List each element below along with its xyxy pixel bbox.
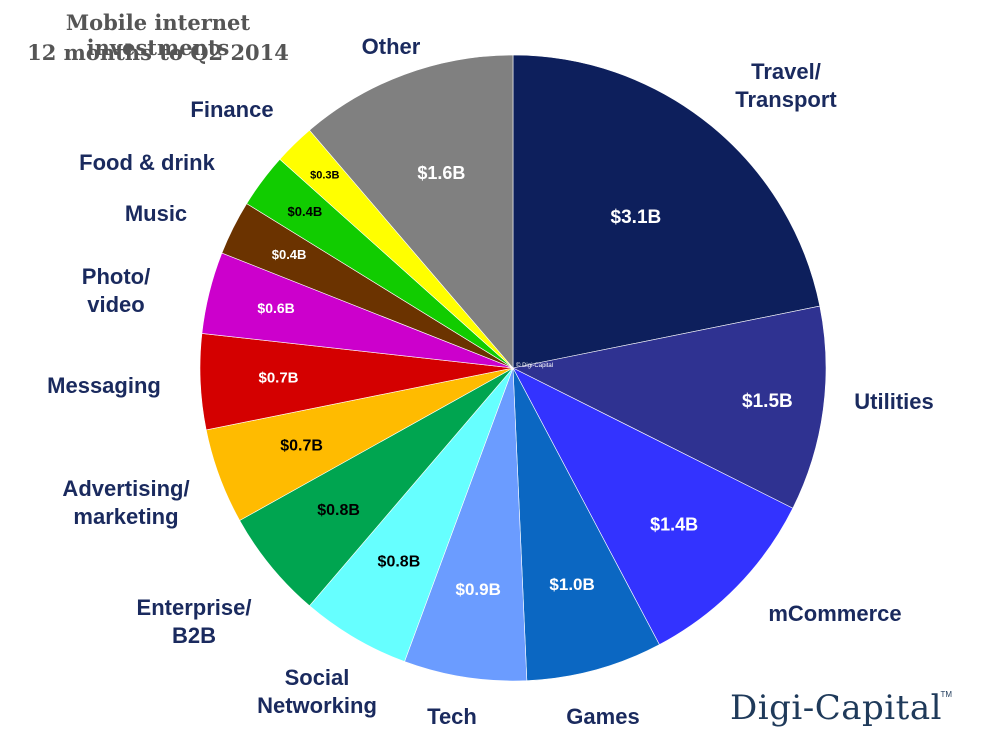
value-label-other: $1.6B xyxy=(417,163,465,183)
category-label-music: Music xyxy=(124,201,188,226)
category-label-food-drink: Food & drink xyxy=(79,150,215,175)
category-label-finance: Finance xyxy=(190,97,274,122)
pie-slice-travel-transport xyxy=(512,54,821,369)
category-label-utilities: Utilities xyxy=(854,389,934,414)
value-label-food-drink: $0.4B xyxy=(288,204,323,219)
category-label-mcommerce: mCommerce xyxy=(768,601,902,626)
pie-slice-mcommerce xyxy=(512,367,794,646)
value-label-finance: $0.3B xyxy=(310,170,339,182)
pie-slice-utilities xyxy=(512,305,827,509)
value-label-travel-transport: $3.1B xyxy=(611,207,662,228)
digi-capital-logo: Digi-Capital xyxy=(730,688,942,728)
category-label-enterprise-b2b: Enterprise/ B2B xyxy=(136,595,252,648)
value-label-messaging: $0.7B xyxy=(258,369,298,386)
category-label-social-networking: Social Networking xyxy=(257,665,377,718)
category-label-travel-transport: Travel/ Transport xyxy=(735,59,837,112)
category-label-other: Other xyxy=(361,34,421,59)
value-label-tech: $0.9B xyxy=(456,580,501,599)
value-label-advertising-marketing: $0.7B xyxy=(280,437,323,454)
category-label-photo-video: Photo/ video xyxy=(81,264,151,317)
value-label-mcommerce: $1.4B xyxy=(650,514,698,534)
category-label-messaging: Messaging xyxy=(47,373,161,398)
chart-title-line1: Mobile internet investments xyxy=(65,10,251,60)
value-label-enterprise-b2b: $0.8B xyxy=(317,502,360,519)
value-label-utilities: $1.5B xyxy=(742,391,793,412)
pie-slice-other xyxy=(309,54,514,369)
value-label-games: $1.0B xyxy=(549,575,594,594)
trademark-mark: TM xyxy=(940,690,952,699)
value-label-social-networking: $0.8B xyxy=(378,554,421,571)
chart-title-line2: 12 months to Q2 2014 xyxy=(27,40,289,65)
category-label-advertising-marketing: Advertising/ marketing xyxy=(62,476,190,529)
pie-slice-games xyxy=(512,367,660,682)
value-label-music: $0.4B xyxy=(272,247,307,262)
pie-slice-tech xyxy=(404,367,528,682)
copyright-label: © Digi-Capital xyxy=(516,362,553,369)
value-label-photo-video: $0.6B xyxy=(257,300,294,316)
category-label-games: Games xyxy=(566,704,640,729)
category-label-tech: Tech xyxy=(427,704,477,729)
